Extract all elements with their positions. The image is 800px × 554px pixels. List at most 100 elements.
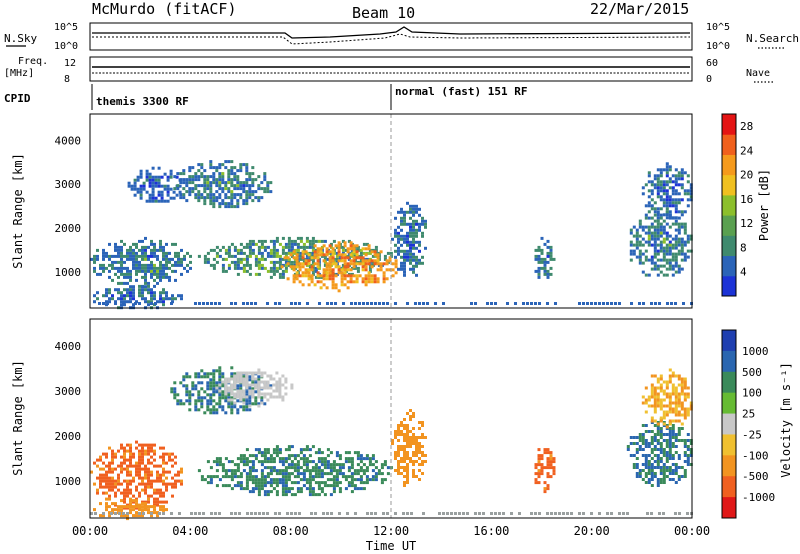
power-echo-cell bbox=[403, 255, 406, 259]
velocity-echo-cell bbox=[320, 469, 324, 473]
velocity-echo-cell bbox=[403, 439, 406, 442]
velocity-echo-cell bbox=[537, 481, 541, 485]
velocity-echo-cell bbox=[245, 393, 249, 397]
power-echo-cell bbox=[534, 269, 538, 273]
power-echo-cell bbox=[248, 239, 252, 243]
velocity-echo-cell bbox=[215, 463, 219, 467]
velocity-echo-cell bbox=[248, 387, 252, 391]
power-echo-cell bbox=[340, 259, 344, 263]
power-ground-scatter-cell bbox=[382, 302, 385, 305]
velocity-echo-cell bbox=[644, 430, 648, 433]
power-y-ticks: 1000 2000 3000 4000 bbox=[55, 134, 82, 279]
velocity-echo-cell bbox=[329, 484, 333, 488]
velocity-echo-cell bbox=[290, 383, 294, 387]
velocity-echo-cell bbox=[424, 454, 427, 457]
power-echo-cell bbox=[165, 263, 168, 267]
velocity-echo-cell bbox=[230, 383, 234, 387]
velocity-echo-cell bbox=[254, 469, 258, 473]
power-echo-cell bbox=[157, 193, 161, 197]
power-echo-cell bbox=[653, 267, 657, 271]
velocity-echo-cell bbox=[671, 374, 675, 378]
power-echo-cell bbox=[148, 199, 152, 203]
velocity-echo-cell bbox=[224, 472, 228, 476]
velocity-echo-cell bbox=[656, 466, 660, 469]
power-echo-cell bbox=[680, 243, 684, 247]
velocity-echo-cell bbox=[680, 439, 684, 442]
power-echo-cell bbox=[185, 178, 189, 182]
velocity-echo-cell bbox=[251, 392, 255, 396]
power-echo-cell bbox=[665, 201, 669, 205]
velocity-ground-scatter-cell bbox=[462, 512, 465, 515]
power-ytick-4000: 4000 bbox=[55, 134, 82, 147]
velocity-echo-cell bbox=[365, 457, 369, 461]
velocity-echo-cell bbox=[406, 424, 409, 427]
velocity-echo-cell bbox=[239, 405, 243, 409]
velocity-echo-cell bbox=[153, 449, 156, 453]
power-echo-cell bbox=[382, 262, 386, 266]
velocity-echo-cell bbox=[114, 494, 117, 498]
velocity-echo-cell bbox=[135, 511, 138, 515]
velocity-echo-cell bbox=[111, 488, 114, 492]
power-echo-cell bbox=[310, 274, 314, 278]
power-echo-cell bbox=[352, 259, 356, 263]
power-echo-cell bbox=[319, 250, 323, 254]
power-echo-cell bbox=[251, 190, 255, 194]
velocity-echo-cell bbox=[129, 446, 132, 450]
power-echo-cell bbox=[397, 237, 400, 241]
velocity-echo-cell bbox=[236, 389, 240, 393]
power-echo-cell bbox=[406, 237, 409, 241]
power-echo-cell bbox=[203, 190, 207, 194]
power-echo-cell bbox=[680, 249, 684, 253]
power-echo-cell bbox=[154, 178, 158, 182]
power-echo-cell bbox=[150, 269, 153, 273]
power-echo-cell bbox=[209, 193, 213, 197]
power-echo-cell bbox=[331, 271, 335, 275]
power-echo-cell bbox=[549, 257, 553, 261]
velocity-echo-cell bbox=[123, 449, 126, 453]
velocity-echo-cell bbox=[206, 481, 210, 485]
power-echo-cell bbox=[153, 278, 156, 282]
velocity-echo-cell bbox=[251, 475, 255, 479]
velocity-echo-cell bbox=[347, 475, 351, 479]
power-echo-cell bbox=[272, 239, 276, 243]
velocity-ground-scatter-cell bbox=[374, 512, 377, 515]
power-echo-cell bbox=[346, 250, 350, 254]
power-echo-cell bbox=[418, 222, 421, 226]
power-echo-cell bbox=[385, 268, 389, 272]
velocity-echo-cell bbox=[248, 475, 252, 479]
power-echo-cell bbox=[299, 239, 303, 243]
velocity-echo-cell bbox=[374, 460, 378, 464]
power-echo-cell bbox=[317, 239, 321, 243]
power-echo-cell bbox=[147, 266, 150, 270]
velocity-echo-cell bbox=[245, 408, 249, 412]
power-echo-cell bbox=[212, 257, 216, 261]
velocity-ground-scatter-cell bbox=[210, 512, 213, 515]
power-echo-cell bbox=[215, 254, 219, 258]
power-echo-cell bbox=[260, 254, 264, 258]
velocity-echo-cell bbox=[674, 398, 678, 402]
velocity-echo-cell bbox=[269, 392, 273, 396]
velocity-echo-cell bbox=[540, 466, 544, 470]
power-echo-cell bbox=[209, 166, 213, 170]
power-ground-scatter-cell bbox=[210, 302, 213, 305]
velocity-echo-cell bbox=[242, 371, 246, 375]
power-echo-cell bbox=[409, 246, 412, 250]
power-echo-cell bbox=[139, 169, 143, 173]
velocity-echo-cell bbox=[257, 481, 261, 485]
velocity-echo-cell bbox=[269, 457, 273, 461]
velocity-echo-cell bbox=[227, 475, 231, 479]
velocity-echo-cell bbox=[165, 508, 168, 512]
power-echo-cell bbox=[415, 219, 418, 223]
velocity-echo-cell bbox=[293, 493, 297, 497]
power-echo-cell bbox=[169, 196, 173, 200]
velocity-echo-cell bbox=[138, 476, 141, 480]
velocity-echo-cell bbox=[135, 514, 138, 518]
velocity-echo-cell bbox=[278, 380, 282, 384]
velocity-echo-cell bbox=[689, 404, 693, 408]
power-echo-cell bbox=[641, 228, 645, 232]
velocity-echo-cell bbox=[362, 481, 366, 485]
velocity-echo-cell bbox=[96, 476, 99, 480]
velocity-echo-cell bbox=[233, 484, 237, 488]
power-plot-frame bbox=[89, 113, 693, 309]
velocity-colorbar-swatch bbox=[722, 371, 736, 394]
